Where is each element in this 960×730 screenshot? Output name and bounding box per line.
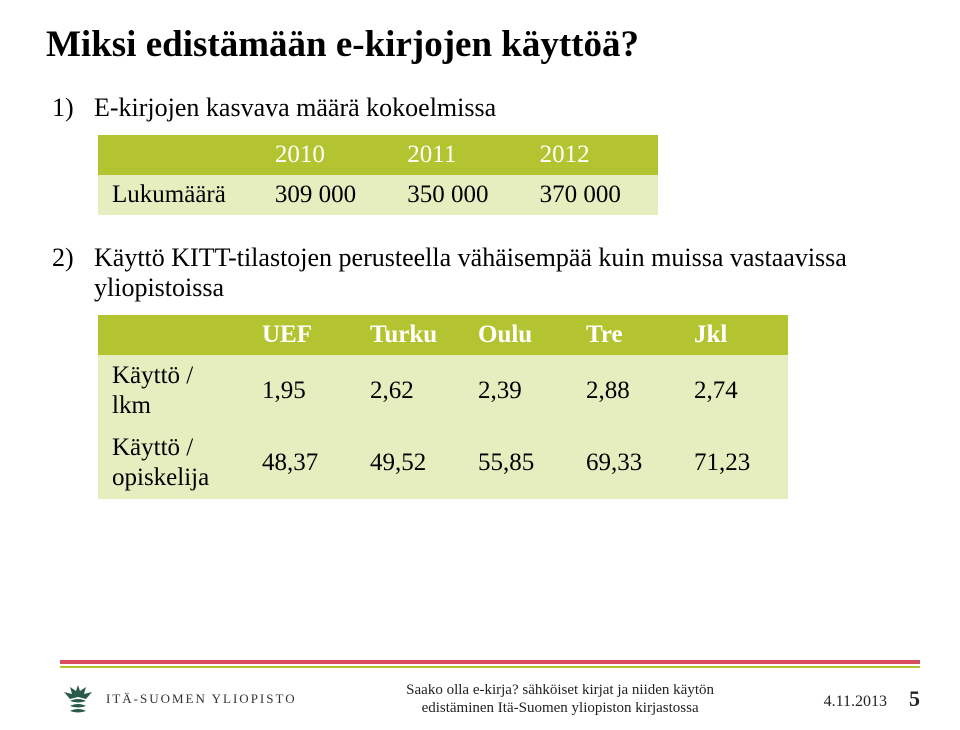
point-2-block: 2) Käyttö KITT-tilastojen perusteella vä… [52, 243, 914, 499]
t1-h2: 2011 [393, 135, 525, 175]
t2-r0-4: 2,74 [680, 355, 788, 427]
list-item-2: 2) Käyttö KITT-tilastojen perusteella vä… [52, 243, 914, 303]
t2-r1-1: 49,52 [356, 427, 464, 499]
t2-r1-3: 69,33 [572, 427, 680, 499]
table-2: UEF Turku Oulu Tre Jkl Käyttö / lkm 1,95… [98, 315, 788, 499]
t2-h1: UEF [248, 315, 356, 355]
t2-h4: Tre [572, 315, 680, 355]
slide: Miksi edistämään e-kirjojen käyttöä? 1) … [0, 0, 960, 730]
table-2-row-1: Käyttö / opiskelija 48,37 49,52 55,85 69… [98, 427, 788, 499]
t2-r0-0: 1,95 [248, 355, 356, 427]
table-1-row: Lukumäärä 309 000 350 000 370 000 [98, 175, 658, 215]
table-2-row-0: Käyttö / lkm 1,95 2,62 2,39 2,88 2,74 [98, 355, 788, 427]
t2-r0-2: 2,39 [464, 355, 572, 427]
t2-h5: Jkl [680, 315, 788, 355]
logo: ITÄ-SUOMEN YLIOPISTO [60, 681, 297, 717]
t2-r1-4: 71,23 [680, 427, 788, 499]
page-number: 5 [909, 686, 920, 712]
t2-r1-2: 55,85 [464, 427, 572, 499]
t2-r1-0: 48,37 [248, 427, 356, 499]
t2-r0-label-text: Käyttö / lkm [112, 362, 193, 419]
t1-r2: 370 000 [526, 175, 658, 215]
t2-h2: Turku [356, 315, 464, 355]
footer: ITÄ-SUOMEN YLIOPISTO Saako olla e-kirja?… [60, 681, 920, 719]
list-text-2: Käyttö KITT-tilastojen perusteella vähäi… [94, 243, 914, 303]
t2-r1-label: Käyttö / opiskelija [98, 427, 248, 499]
footer-date: 4.11.2013 [824, 693, 887, 711]
table-1-header: 2010 2011 2012 [98, 135, 658, 175]
t1-r-label: Lukumäärä [98, 175, 261, 215]
footer-line2: edistäminen Itä-Suomen yliopiston kirjas… [297, 699, 824, 718]
list-num-1: 1) [52, 93, 94, 123]
t2-h0 [98, 315, 248, 355]
footer-right: 4.11.2013 5 [824, 686, 920, 712]
t1-h3: 2012 [526, 135, 658, 175]
t1-r0: 309 000 [261, 175, 393, 215]
page-title: Miksi edistämään e-kirjojen käyttöä? [46, 24, 914, 67]
t2-h3: Oulu [464, 315, 572, 355]
table-2-header: UEF Turku Oulu Tre Jkl [98, 315, 788, 355]
divider [60, 660, 920, 668]
t1-r1: 350 000 [393, 175, 525, 215]
list-text-1: E-kirjojen kasvava määrä kokoelmissa [94, 93, 914, 123]
table-1: 2010 2011 2012 Lukumäärä 309 000 350 000… [98, 135, 658, 215]
point-1-block: 1) E-kirjojen kasvava määrä kokoelmissa … [52, 93, 914, 215]
org-name: ITÄ-SUOMEN YLIOPISTO [106, 691, 297, 707]
t1-h1: 2010 [261, 135, 393, 175]
t2-r0-3: 2,88 [572, 355, 680, 427]
crown-leaf-icon [60, 681, 96, 717]
t2-r1-label-text: Käyttö / opiskelija [112, 434, 209, 491]
t1-h0 [98, 135, 261, 175]
list-item-1: 1) E-kirjojen kasvava määrä kokoelmissa [52, 93, 914, 123]
t2-r0-1: 2,62 [356, 355, 464, 427]
footer-center: Saako olla e-kirja? sähköiset kirjat ja … [297, 681, 824, 719]
divider-bottom [60, 666, 920, 668]
list-num-2: 2) [52, 243, 94, 273]
divider-top [60, 660, 920, 664]
t2-r0-label: Käyttö / lkm [98, 355, 248, 427]
footer-line1: Saako olla e-kirja? sähköiset kirjat ja … [297, 681, 824, 700]
